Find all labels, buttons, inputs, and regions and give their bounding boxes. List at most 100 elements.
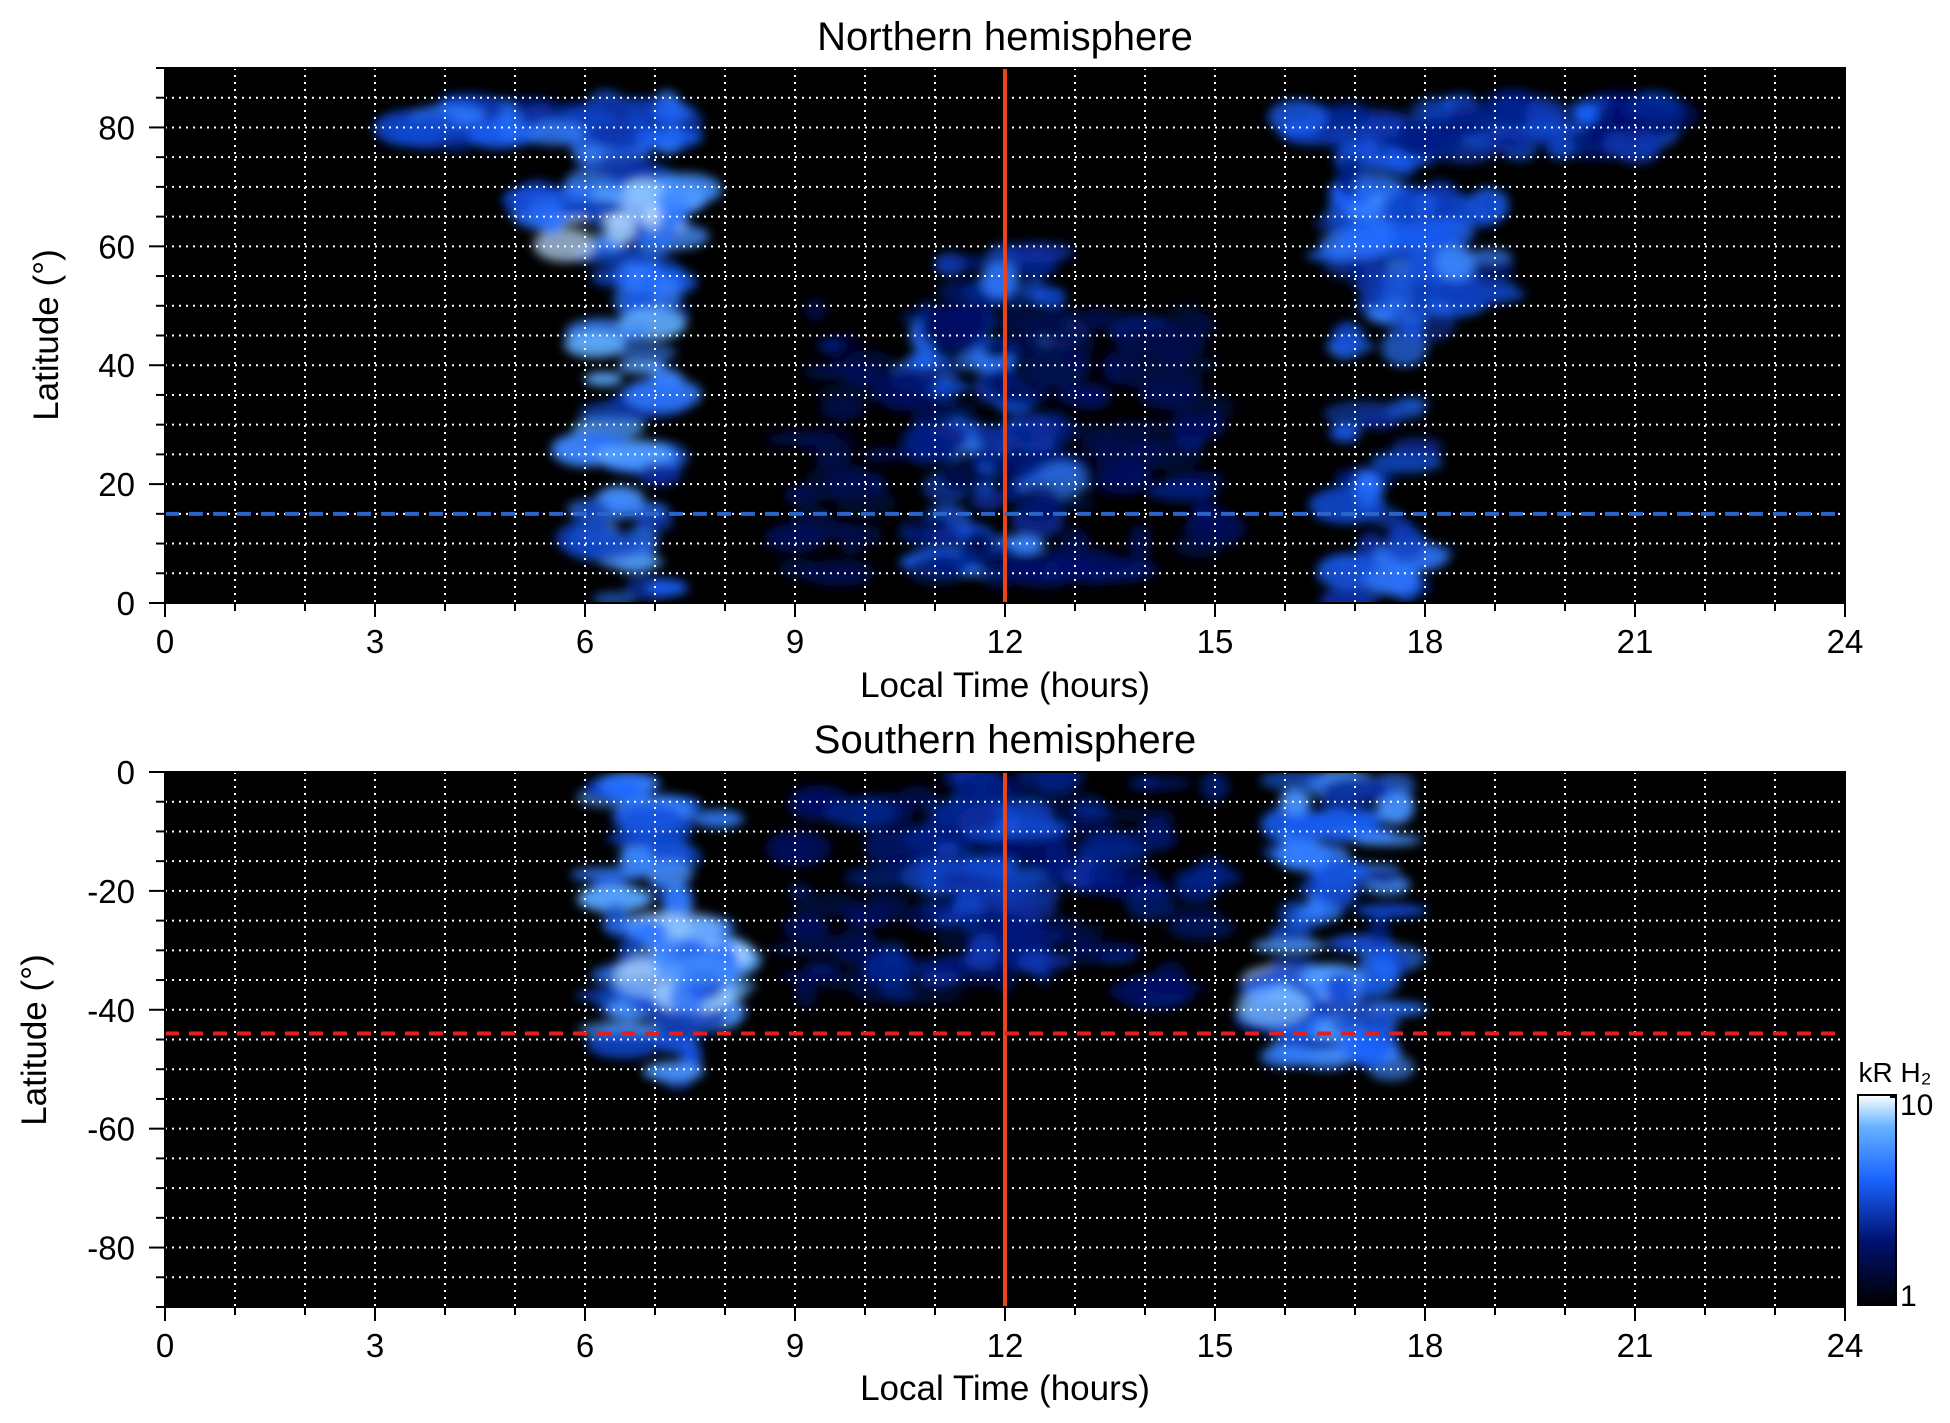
north-emission-patch: [1024, 497, 1096, 510]
north-emission-patch: [1021, 277, 1047, 302]
north-emission-patch: [637, 463, 682, 487]
south-emission-patch: [1076, 845, 1151, 858]
south-emission-patch: [1194, 857, 1229, 883]
north-emission-patch: [1442, 122, 1497, 135]
north-emission-patch: [1383, 242, 1456, 256]
north-emission-patch: [1391, 437, 1443, 458]
north-plot-frame: [164, 67, 1846, 604]
south-emission-patch: [831, 929, 881, 967]
south-title: Southern hemisphere: [814, 718, 1196, 762]
south-x-tick-label: 9: [786, 1327, 804, 1364]
south-x-tick-label: 18: [1407, 1327, 1444, 1364]
south-panel: Southern hemisphere 0 -20 -40 -60 -80 0 3 6 9 12…: [15, 718, 1863, 1408]
south-emission-patch: [1072, 924, 1107, 938]
north-emission-patch: [1435, 245, 1476, 281]
north-emission-patch: [605, 491, 629, 505]
south-emission-patch: [824, 798, 899, 829]
north-emission-patch: [1357, 413, 1400, 429]
south-emission-patch: [935, 842, 959, 856]
north-emission-patch: [1268, 99, 1327, 136]
south-emission-patch: [930, 802, 1002, 832]
north-reference-lines: [165, 68, 1845, 603]
south-reference-lines: [165, 772, 1845, 1307]
south-y-ticks: 0 -20 -40 -60 -80: [87, 754, 165, 1308]
south-emission-patch: [1296, 902, 1343, 923]
south-y-tick-label: -40: [87, 992, 135, 1029]
south-y-axis-label: Latitude (°): [15, 954, 54, 1126]
south-emission-patch: [907, 840, 948, 861]
north-emission-patch: [526, 121, 586, 146]
colorbar-min-label: 1: [1900, 1280, 1917, 1313]
south-emission-patch: [1125, 887, 1174, 921]
north-x-tick-label: 15: [1197, 623, 1234, 660]
south-emission-layer: [570, 772, 1429, 1090]
north-emission-patch: [1145, 480, 1219, 502]
north-emission-patch: [645, 579, 689, 597]
north-emission-patch: [1364, 567, 1420, 596]
north-emission-patch: [1137, 382, 1199, 410]
south-emission-patch: [1066, 936, 1106, 966]
south-emission-patch: [586, 1029, 662, 1059]
south-emission-patch: [600, 778, 641, 801]
north-emission-patch: [592, 591, 636, 603]
south-emission-patch: [642, 1061, 705, 1082]
north-emission-patch: [413, 111, 456, 130]
north-emission-patch: [622, 322, 647, 343]
south-emission-patch: [1307, 807, 1385, 830]
north-emission-patch: [891, 365, 939, 394]
north-emission-patch: [496, 105, 524, 144]
north-emission-patch: [592, 122, 648, 152]
south-emission-patch: [1259, 1044, 1315, 1068]
south-emission-patch: [839, 902, 898, 920]
south-x-axis-label: Local Time (hours): [860, 1369, 1150, 1408]
north-x-tick-label: 12: [987, 623, 1024, 660]
south-emission-patch: [768, 942, 831, 956]
south-emission-patch: [1251, 939, 1326, 953]
north-emission-patch: [615, 343, 677, 363]
north-x-tick-label: 3: [366, 623, 384, 660]
south-x-tick-label: 0: [156, 1327, 174, 1364]
north-emission-patch: [1081, 432, 1126, 459]
south-emission-patch: [662, 956, 735, 987]
north-emission-patch: [555, 520, 617, 556]
north-emission-patch: [505, 187, 577, 201]
south-emission-patch: [1167, 916, 1236, 940]
north-emission-patch: [1545, 137, 1576, 160]
north-emission-patch: [1316, 553, 1381, 590]
north-emission-patch: [580, 432, 631, 446]
south-emission-patch: [909, 958, 968, 971]
south-emission-patch: [644, 859, 693, 888]
north-emission-patch: [996, 448, 1044, 479]
north-emission-patch: [862, 446, 903, 462]
north-y-tick-label: 60: [98, 228, 135, 265]
north-emission-patch: [1433, 282, 1501, 310]
south-y-tick-label: -20: [87, 873, 135, 910]
north-emission-patch: [981, 261, 1019, 299]
south-emission-patch: [969, 933, 1000, 972]
south-emission-patch: [1353, 904, 1428, 917]
south-emission-patch: [1351, 833, 1422, 847]
south-emission-patch: [1044, 839, 1067, 876]
north-emission-patch: [1115, 326, 1169, 355]
colorbar-unit-label: kR H₂: [1858, 1057, 1931, 1088]
north-emission-patch: [766, 431, 839, 446]
north-title: Northern hemisphere: [817, 15, 1193, 59]
north-emission-patch: [1485, 131, 1527, 155]
south-emission-patch: [1275, 840, 1331, 872]
north-x-tick-label: 24: [1827, 623, 1864, 660]
south-x-tick-label: 12: [987, 1327, 1024, 1364]
north-emission-patch: [817, 338, 844, 353]
north-emission-patch: [1624, 95, 1683, 121]
north-emission-patch: [922, 302, 986, 342]
north-emission-patch: [594, 151, 657, 183]
north-emission-patch: [653, 277, 682, 312]
south-emission-patch: [1294, 882, 1369, 896]
south-emission-patch: [1235, 988, 1310, 1027]
north-emission-patch: [633, 129, 705, 145]
north-emission-patch: [1055, 384, 1103, 406]
north-emission-patch: [1328, 102, 1371, 128]
south-emission-patch: [794, 970, 818, 1009]
south-emission-patch: [1088, 861, 1125, 891]
north-emission-patch: [1355, 469, 1378, 509]
south-x-ticks: 0 3 6 9 12 15 18 21 24: [156, 771, 1863, 1364]
